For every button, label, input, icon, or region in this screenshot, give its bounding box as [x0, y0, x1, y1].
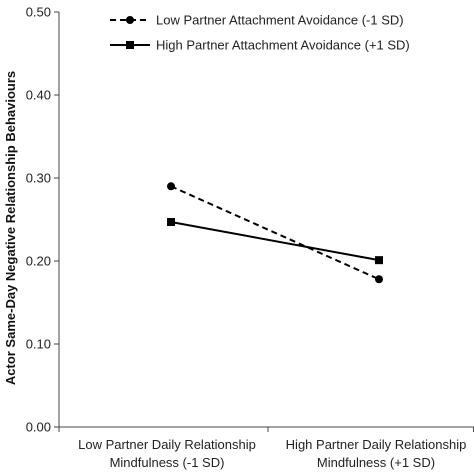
legend-marker-circle [126, 16, 134, 24]
y-tick-label: 0.50 [26, 5, 51, 20]
x-category-label-line: Low Partner Daily Relationship [78, 437, 256, 452]
data-point-square [167, 217, 175, 226]
data-point-circle [375, 275, 383, 284]
legend-item: Low Partner Attachment Avoidance (-1 SD) [110, 13, 404, 28]
y-tick-label: 0.40 [26, 88, 51, 103]
x-category-label-line: High Partner Daily Relationship [286, 437, 467, 452]
legend-item: High Partner Attachment Avoidance (+1 SD… [110, 38, 410, 53]
y-axis: 0.00 0.10 0.20 0.30 0.40 0.50 [26, 5, 60, 435]
x-category-label: Low Partner Daily Relationship Mindfulnes… [78, 437, 256, 470]
series-circle [167, 182, 383, 284]
series-line [170, 221, 380, 262]
data-point-circle [167, 182, 175, 191]
x-axis: Low Partner Daily Relationship Mindfulnes… [58, 426, 474, 470]
series-line [170, 185, 380, 281]
x-category-label: High Partner Daily Relationship Mindfulne… [286, 437, 467, 470]
series-square [167, 217, 383, 265]
legend-label: Low Partner Attachment Avoidance (-1 SD) [156, 13, 404, 28]
x-category-label-line: Mindfulness (-1 SD) [110, 455, 225, 470]
y-tick-label: 0.20 [26, 254, 51, 269]
y-axis-title-group: Actor Same-Day Negative Relationship Beh… [3, 71, 18, 385]
legend-marker-square [126, 41, 134, 49]
y-axis-title: Actor Same-Day Negative Relationship Beh… [3, 71, 18, 385]
y-tick-label: 0.30 [26, 171, 51, 186]
data-point-square [375, 256, 383, 265]
series-layer [167, 182, 383, 284]
x-category-label-line: Mindfulness (+1 SD) [317, 455, 435, 470]
y-tick-label: 0.10 [26, 337, 51, 352]
legend: Low Partner Attachment Avoidance (-1 SD)… [110, 13, 410, 53]
y-tick-label: 0.00 [26, 420, 51, 435]
legend-label: High Partner Attachment Avoidance (+1 SD… [156, 38, 410, 53]
